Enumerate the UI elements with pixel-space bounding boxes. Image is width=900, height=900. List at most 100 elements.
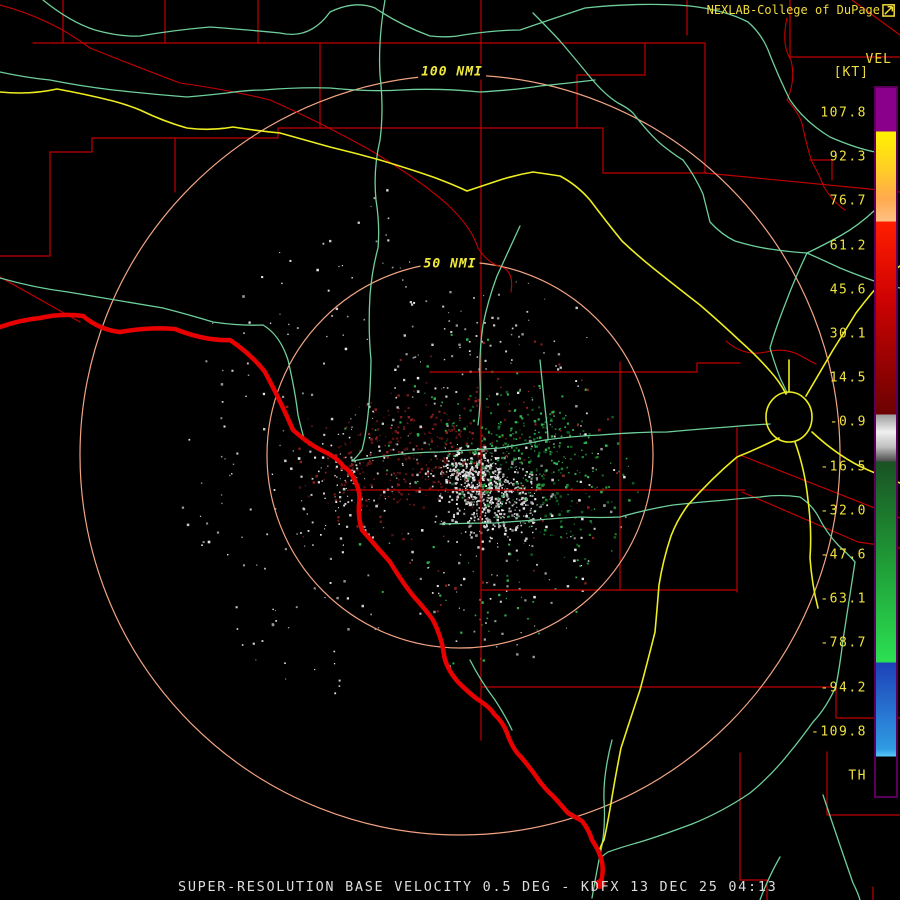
velocity-bin [594,456,597,459]
velocity-bin [576,424,579,427]
velocity-bin [472,470,474,472]
velocity-bin [458,492,461,496]
velocity-bin [584,388,588,391]
velocity-bin [581,420,583,423]
velocity-bin [346,525,349,528]
velocity-bin [391,491,393,493]
velocity-bin [403,448,406,451]
velocity-bin [304,545,306,547]
velocity-bin [411,550,414,554]
velocity-bin [221,401,224,403]
velocity-bin [596,456,599,459]
velocity-bin [567,431,570,434]
velocity-bin [473,532,475,534]
colorbar-tick-label: 14.5 [829,370,867,386]
velocity-bin [413,457,415,460]
velocity-bin [351,463,354,467]
velocity-bin [497,487,500,490]
velocity-bin [445,395,448,398]
velocity-bin [483,479,485,482]
velocity-bin [576,470,578,472]
velocity-bin [463,469,465,471]
velocity-bin [428,443,430,446]
velocity-bin [391,424,393,426]
velocity-bin [516,559,519,562]
velocity-bin [524,599,527,602]
velocity-bin [537,444,539,447]
velocity-bin [540,492,542,494]
velocity-bin [487,406,489,408]
velocity-bin [503,525,505,528]
velocity-bin [379,516,382,519]
velocity-bin [470,460,473,463]
velocity-bin [416,390,420,393]
velocity-bin [298,486,302,489]
velocity-bin [473,486,477,490]
velocity-bin [361,496,364,499]
velocity-bin [489,536,491,538]
velocity-bin [557,353,561,356]
velocity-bin [531,502,534,505]
velocity-bin [471,432,474,435]
velocity-bin [538,406,541,409]
velocity-bin [624,516,627,518]
velocity-bin [472,438,474,440]
velocity-bin [490,412,493,415]
velocity-bin [515,324,518,327]
velocity-bin [497,476,500,479]
velocity-bin [542,519,544,522]
velocity-bin [413,503,416,506]
velocity-bin [444,490,446,492]
velocity-bin [577,385,579,387]
velocity-bin [434,423,437,426]
velocity-bin [530,460,532,462]
velocity-bin [543,473,545,475]
velocity-bin [342,334,344,336]
velocity-bin [384,444,386,447]
velocity-bin [410,418,413,422]
velocity-bin [510,489,513,493]
velocity-bin [201,544,203,546]
velocity-bin [486,466,488,468]
velocity-bin [380,515,382,517]
velocity-bin [513,450,515,452]
velocity-bin [538,451,541,455]
velocity-bin [232,463,235,465]
velocity-bin [476,515,478,517]
velocity-bin [390,392,392,394]
velocity-bin [437,445,439,447]
velocity-bin [509,502,511,504]
velocity-bin [534,521,536,523]
velocity-bin [366,464,368,467]
velocity-bin [528,525,531,528]
velocity-bin [493,473,495,475]
velocity-bin [341,551,344,554]
velocity-bin [490,506,492,508]
velocity-bin [451,498,454,501]
velocity-bin [503,509,505,511]
velocity-bin [503,480,506,483]
velocity-bin [530,507,532,510]
velocity-bin [448,449,451,452]
velocity-bin [476,463,479,466]
velocity-bin [520,461,523,464]
velocity-bin [296,533,298,535]
velocity-bin [530,512,532,514]
velocity-bin [489,479,492,482]
velocity-bin [383,457,386,459]
velocity-bin [542,503,544,506]
velocity-bin [565,414,567,417]
velocity-bin [481,474,484,476]
velocity-bin [446,387,449,389]
velocity-bin [424,472,427,475]
velocity-bin [481,601,484,604]
velocity-bin [486,524,488,526]
velocity-bin [403,425,405,428]
velocity-bin [520,596,522,598]
velocity-bin [566,466,569,469]
velocity-bin [480,491,483,494]
velocity-bin [381,591,384,593]
velocity-bin [494,525,496,528]
velocity-bin [487,465,490,468]
velocity-bin [443,358,446,361]
